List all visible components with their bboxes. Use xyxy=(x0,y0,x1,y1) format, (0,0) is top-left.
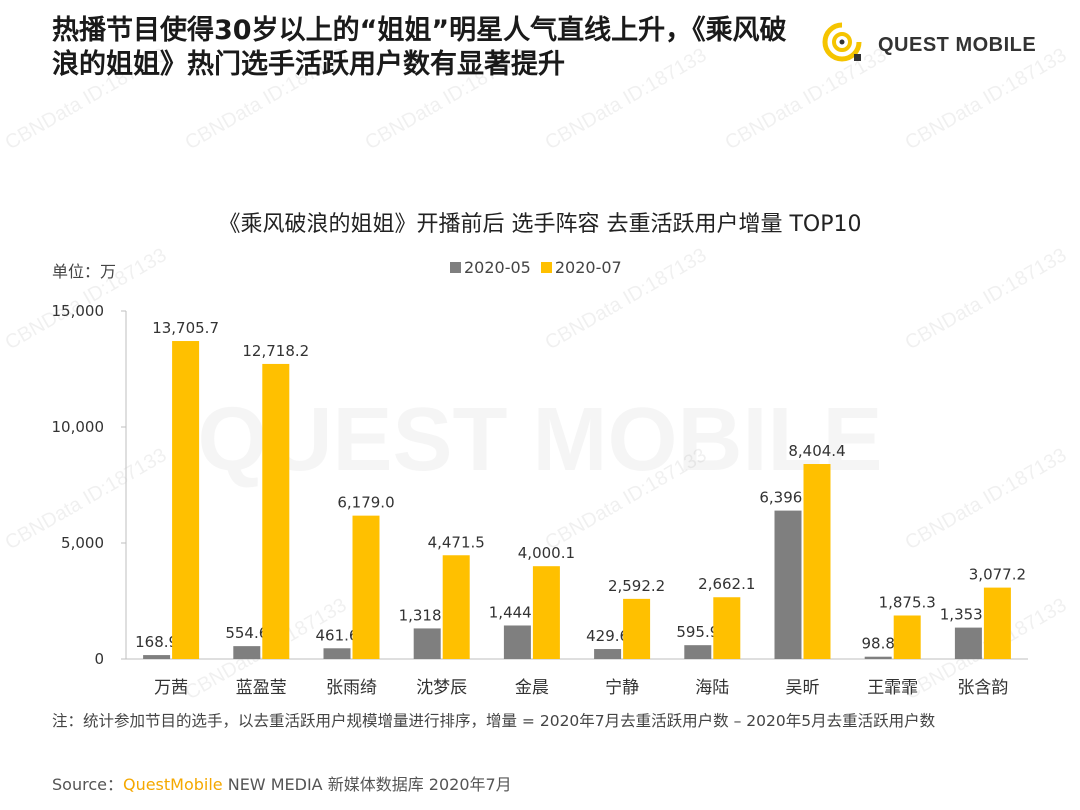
footnote: 注：统计参加节目的选手，以去重活跃用户规模增量进行排序，增量 = 2020年7月… xyxy=(52,712,936,730)
legend-swatch-2020-07 xyxy=(540,262,552,273)
source-prefix: Source： xyxy=(52,775,123,794)
bar-2020-05 xyxy=(143,655,171,659)
y-tick-label: 15,000 xyxy=(52,302,105,320)
data-label-2020-07: 3,077.2 xyxy=(969,566,1026,584)
bar-chart: 0 5,000 10,000 15,000 168.9 13,705.7 万茜 554.6 12… xyxy=(52,302,1028,698)
data-label-2020-05: 1,353.2 xyxy=(940,606,997,624)
legend-label-2020-07: 2020-07 xyxy=(554,258,622,277)
bar-2020-05 xyxy=(594,649,622,659)
x-tick-label: 海陆 xyxy=(695,678,729,698)
x-tick-label: 宁静 xyxy=(605,678,639,698)
data-label-2020-07: 12,718.2 xyxy=(242,342,309,360)
data-label-2020-05: 6,396.4 xyxy=(759,489,816,507)
source-brand: QuestMobile xyxy=(122,775,223,794)
bar-2020-05 xyxy=(323,648,351,659)
bar-2020-07 xyxy=(623,598,651,659)
chart-title: 《乘风破浪的姐姐》开播前后 选手阵容 去重活跃用户增量 TOP10 xyxy=(218,212,862,237)
x-tick-label: 张雨绮 xyxy=(326,678,377,698)
legend-item-2020-07: 2020-07 xyxy=(540,258,622,277)
bar-2020-05 xyxy=(233,646,261,659)
logo-text: QUEST MOBILE xyxy=(878,34,1037,56)
x-tick-label: 沈梦辰 xyxy=(416,678,467,698)
x-tick-label: 金晨 xyxy=(515,678,549,698)
bar-2020-07 xyxy=(262,363,290,659)
bar-2020-07 xyxy=(352,515,380,659)
bar-2020-05 xyxy=(413,628,441,659)
data-label-2020-05: 168.9 xyxy=(135,633,178,651)
legend: 2020-05 2020-07 xyxy=(450,258,622,277)
y-tick-label: 10,000 xyxy=(52,418,105,436)
bar-2020-07 xyxy=(893,615,921,659)
data-label-2020-07: 1,875.3 xyxy=(879,593,936,611)
data-label-2020-07: 4,471.5 xyxy=(428,533,485,551)
bar-2020-07 xyxy=(983,587,1011,659)
data-label-2020-07: 2,662.1 xyxy=(698,575,755,593)
legend-swatch-2020-05 xyxy=(450,262,461,273)
unit-label: 单位：万 xyxy=(52,262,117,281)
data-label-2020-05: 554.6 xyxy=(225,624,268,642)
data-label-2020-07: 4,000.1 xyxy=(518,544,575,562)
headline: 热播节目使得30岁以上的“姐姐”明星人气直线上升，《乘风破浪的姐姐》热门选手活跃… xyxy=(52,15,787,80)
bar-2020-05 xyxy=(774,510,802,659)
bar-2020-05 xyxy=(684,645,712,659)
bar-2020-05 xyxy=(864,656,892,659)
data-label-2020-05: 595.9 xyxy=(676,623,719,641)
data-label-2020-05: 1,318.0 xyxy=(399,606,456,624)
bar-2020-07 xyxy=(172,341,200,659)
bar-2020-07 xyxy=(713,597,741,659)
bar-2020-07 xyxy=(442,555,470,659)
y-tick-label: 5,000 xyxy=(61,534,104,552)
bar-2020-05 xyxy=(503,625,531,659)
x-tick-label: 张含韵 xyxy=(957,678,1008,698)
bar-2020-07 xyxy=(803,464,831,659)
data-label-2020-05: 461.6 xyxy=(316,626,359,644)
source-line: Source：QuestMobile NEW MEDIA 新媒体数据库 2020… xyxy=(52,771,512,795)
data-label-2020-05: 429.6 xyxy=(586,627,629,645)
questmobile-logo: QUEST MOBILE xyxy=(818,16,1048,72)
data-label-2020-07: 6,179.0 xyxy=(337,494,394,512)
data-label-2020-07: 8,404.4 xyxy=(788,442,845,460)
source-rest: NEW MEDIA 新媒体数据库 2020年7月 xyxy=(222,775,512,794)
y-tick-label: 0 xyxy=(94,650,104,668)
legend-item-2020-05: 2020-05 xyxy=(450,258,531,277)
data-label-2020-07: 13,705.7 xyxy=(152,319,219,337)
bar-2020-05 xyxy=(954,627,982,659)
bar-2020-07 xyxy=(532,566,560,659)
x-tick-label: 万茜 xyxy=(154,678,188,698)
x-tick-label: 王霏霏 xyxy=(867,678,918,698)
x-tick-label: 蓝盈莹 xyxy=(236,678,287,698)
questmobile-logo-icon xyxy=(822,22,862,62)
legend-label-2020-05: 2020-05 xyxy=(464,258,531,277)
data-label-2020-05: 98.8 xyxy=(861,635,894,653)
data-label-2020-05: 1,444.6 xyxy=(489,603,546,621)
data-label-2020-07: 2,592.2 xyxy=(608,577,665,595)
x-tick-label: 吴昕 xyxy=(786,678,820,698)
